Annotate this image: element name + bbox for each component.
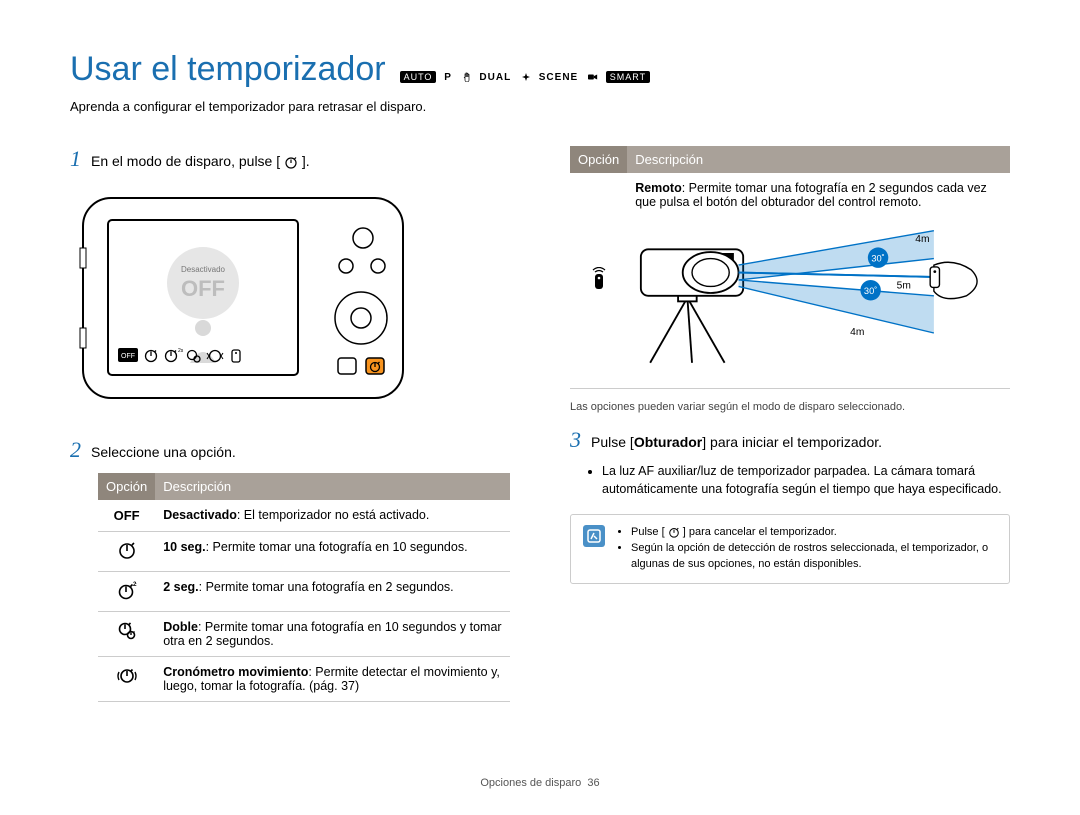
step-2-text: Seleccione una opción. (91, 444, 236, 460)
timer-motion-icon (117, 665, 137, 685)
step-3-bullet: La luz AF auxiliar/luz de temporizador p… (602, 463, 1010, 498)
timer-icon (284, 155, 298, 169)
option-icon-cell (98, 532, 155, 572)
svg-text:5m: 5m (897, 280, 911, 291)
table-row: OFF Desactivado: El temporizador no está… (98, 500, 510, 532)
step-3-text: Pulse [Obturador] para iniciar el tempor… (591, 434, 882, 450)
svg-text:2s: 2s (133, 582, 137, 588)
svg-text:OFF: OFF (181, 276, 225, 301)
option-desc-cell: 10 seg.: Permite tomar una fotografía en… (155, 532, 510, 572)
hand-icon (462, 72, 472, 82)
svg-text:30˚: 30˚ (872, 253, 885, 263)
step-3-number: 3 (570, 427, 581, 453)
beauty-icon (521, 72, 531, 82)
tip-line-1: Pulse [ ] para cancelar el temporizador. (631, 525, 997, 541)
th-option-right: Opción (570, 146, 627, 173)
options-table-left: Opción Descripción OFF Desactivado: El t… (98, 473, 510, 702)
th-option-left: Opción (98, 473, 155, 500)
right-column: Opción Descripción Remoto: Permite tomar… (570, 140, 1010, 702)
table-row: Doble: Permite tomar una fotografía en 1… (98, 612, 510, 657)
svg-text:30˚: 30˚ (864, 286, 877, 296)
svg-text:4m: 4m (850, 327, 864, 338)
th-desc-right: Descripción (627, 146, 1010, 173)
option-icon-cell: 2s (98, 572, 155, 612)
option-icon-cell (98, 612, 155, 657)
camera-illustration: Desactivado OFF OFF 2s (78, 188, 408, 408)
mode-p: P (444, 72, 452, 83)
footer-section: Opciones de disparo (480, 777, 581, 789)
step-2-number: 2 (70, 437, 81, 463)
svg-text:2s: 2s (178, 348, 184, 354)
svg-text:OFF: OFF (121, 353, 135, 360)
svg-text:Desactivado: Desactivado (181, 265, 226, 274)
timer-double-icon (117, 620, 137, 640)
mode-auto-badge: AUTO (400, 71, 437, 83)
tip-1-after: ] para cancelar el temporizador. (683, 526, 837, 538)
remote-rest: : Permite tomar una fotografía en 2 segu… (635, 181, 987, 209)
right-note: Las opciones pueden variar según el modo… (570, 401, 1010, 413)
step-1-before: En el modo de disparo, pulse [ (91, 153, 280, 169)
remote-bold: Remoto (635, 181, 682, 195)
th-desc-left: Descripción (155, 473, 510, 500)
tip-box: Pulse [ ] para cancelar el temporizador.… (570, 514, 1010, 584)
tip-icon (583, 525, 605, 547)
option-desc-cell: Desactivado: El temporizador no está act… (155, 500, 510, 532)
mode-scene: SCENE (539, 72, 578, 83)
timer-10-icon (117, 540, 137, 560)
left-column: 1 En el modo de disparo, pulse [ ]. Desa (70, 140, 510, 702)
step-3-after: ] para iniciar el temporizador. (702, 434, 882, 450)
timer-icon (668, 526, 680, 538)
tip-line-2: Según la opción de detección de rostros … (631, 541, 997, 573)
table-row: Remoto: Permite tomar una fotografía en … (570, 173, 1010, 389)
table-row: 10 seg.: Permite tomar una fotografía en… (98, 532, 510, 572)
page-title: Usar el temporizador (70, 50, 386, 89)
step-1-text: En el modo de disparo, pulse [ ]. (91, 153, 310, 169)
options-table-right: Opción Descripción Remoto: Permite tomar… (570, 146, 1010, 389)
tip-1-before: Pulse [ (631, 526, 665, 538)
remote-desc-cell: Remoto: Permite tomar una fotografía en … (627, 173, 1010, 389)
option-icon-cell: OFF (98, 500, 155, 532)
option-desc-cell: Doble: Permite tomar una fotografía en 1… (155, 612, 510, 657)
remote-diagram: 30˚ 30˚ 4m 5m 4m (599, 213, 999, 373)
subtitle: Aprenda a configurar el temporizador par… (70, 99, 1010, 114)
table-row: 2s 2 seg.: Permite tomar una fotografía … (98, 572, 510, 612)
timer-2-icon: 2s (117, 580, 137, 600)
step-3-obturador: Obturador (634, 434, 702, 450)
option-desc-cell: 2 seg.: Permite tomar una fotografía en … (155, 572, 510, 612)
mode-dual: DUAL (479, 72, 511, 83)
step-3-before: Pulse [ (591, 434, 634, 450)
page-footer: Opciones de disparo 36 (0, 777, 1080, 789)
svg-text:4m: 4m (915, 234, 929, 245)
step-1-after: ]. (302, 153, 310, 169)
option-desc-cell: Cronómetro movimiento: Permite detectar … (155, 657, 510, 702)
table-row: Cronómetro movimiento: Permite detectar … (98, 657, 510, 702)
mode-strip: AUTO P DUAL SCENE SMART (400, 71, 655, 83)
footer-page: 36 (587, 777, 599, 789)
movie-icon (588, 72, 598, 82)
option-icon-cell (98, 657, 155, 702)
step-1-number: 1 (70, 146, 81, 172)
mode-smart-badge: SMART (606, 71, 650, 83)
